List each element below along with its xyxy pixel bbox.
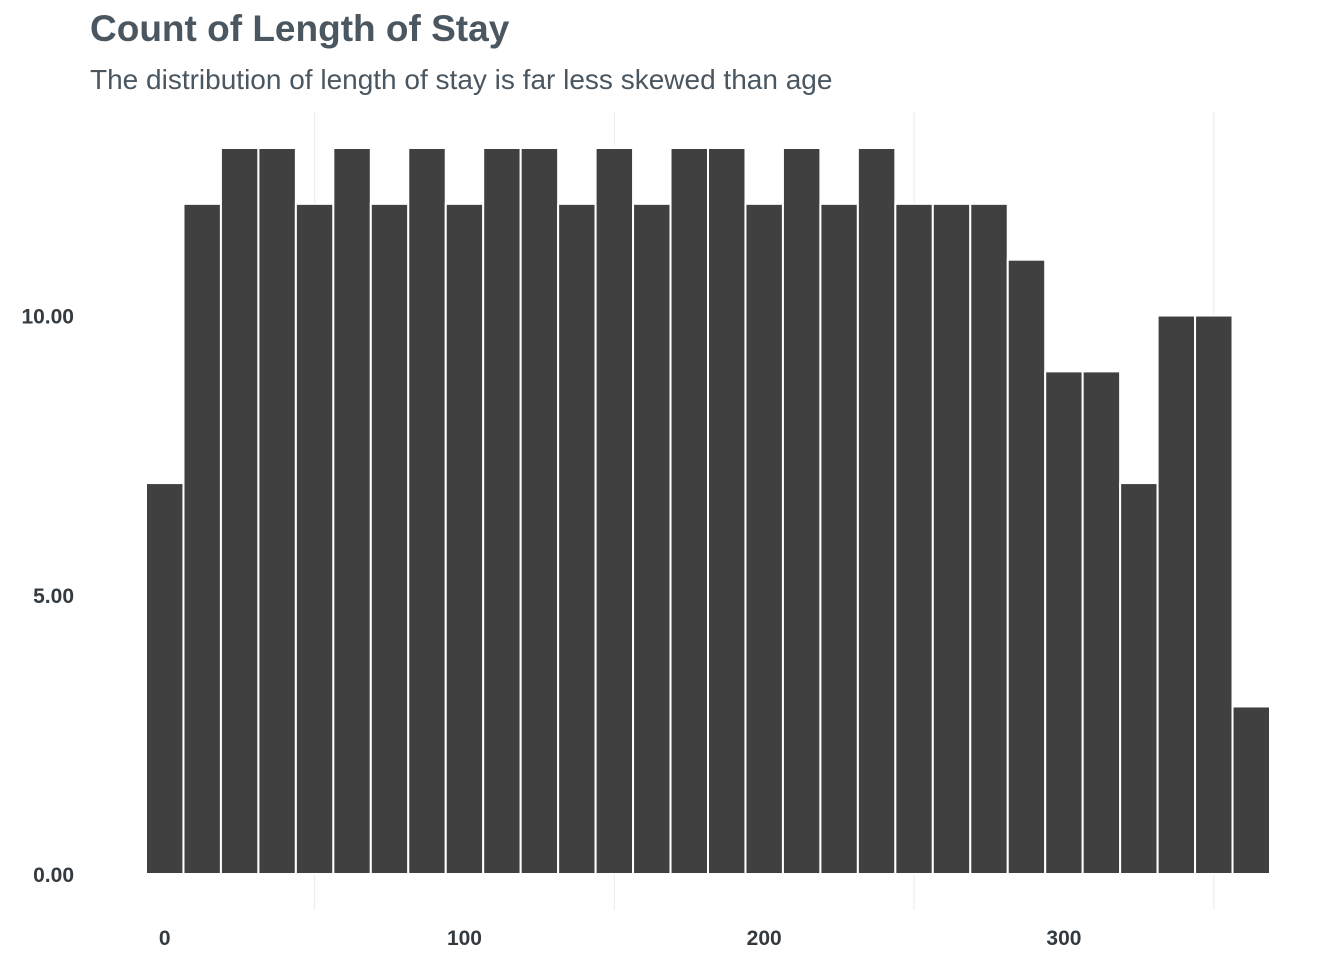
x-tick-label: 300: [1046, 927, 1081, 950]
histogram-bar: [1231, 705, 1271, 876]
histogram-bar: [519, 147, 560, 875]
chart-subtitle: The distribution of length of stay is fa…: [90, 64, 833, 95]
histogram-bar: [182, 202, 222, 876]
x-axis-ticks: 0 100 200 300: [159, 927, 1082, 950]
histogram-bar: [1156, 314, 1197, 875]
bar-layer: [145, 147, 1271, 876]
histogram-bar: [594, 147, 635, 875]
x-tick-label: 100: [447, 927, 482, 950]
histogram-bar: [894, 202, 934, 876]
histogram-bar: [294, 202, 335, 876]
histogram-bar: [744, 202, 784, 876]
histogram-bar: [219, 147, 260, 875]
histogram-bar: [369, 202, 410, 876]
y-tick-label: 0.00: [33, 864, 74, 887]
y-axis-ticks: 0.00 5.00 10.00: [21, 306, 74, 887]
histogram-bar: [707, 147, 747, 875]
histogram-bar: [1194, 314, 1234, 875]
histogram-bar: [1006, 258, 1047, 875]
histogram-bar: [856, 147, 897, 875]
histogram-bar: [669, 147, 709, 875]
histogram-bar: [819, 202, 859, 876]
histogram-bar: [781, 147, 822, 875]
x-tick-label: 0: [159, 927, 171, 950]
histogram-bar: [332, 147, 372, 875]
chart-title: Count of Length of Stay: [90, 8, 510, 49]
histogram-bar: [931, 202, 972, 876]
histogram-bar: [1119, 482, 1159, 875]
histogram-bar: [969, 202, 1009, 876]
histogram-bar: [444, 202, 485, 876]
histogram-bar: [557, 202, 597, 876]
histogram-bar: [1044, 370, 1084, 875]
histogram-bar: [1081, 370, 1122, 875]
y-tick-label: 10.00: [21, 306, 74, 329]
histogram-bar: [482, 147, 522, 875]
x-tick-label: 200: [747, 927, 782, 950]
histogram-bar: [257, 147, 297, 875]
y-tick-label: 5.00: [33, 585, 74, 608]
histogram-bar: [407, 147, 447, 875]
histogram-bar: [145, 482, 185, 875]
histogram-bar: [632, 202, 672, 876]
